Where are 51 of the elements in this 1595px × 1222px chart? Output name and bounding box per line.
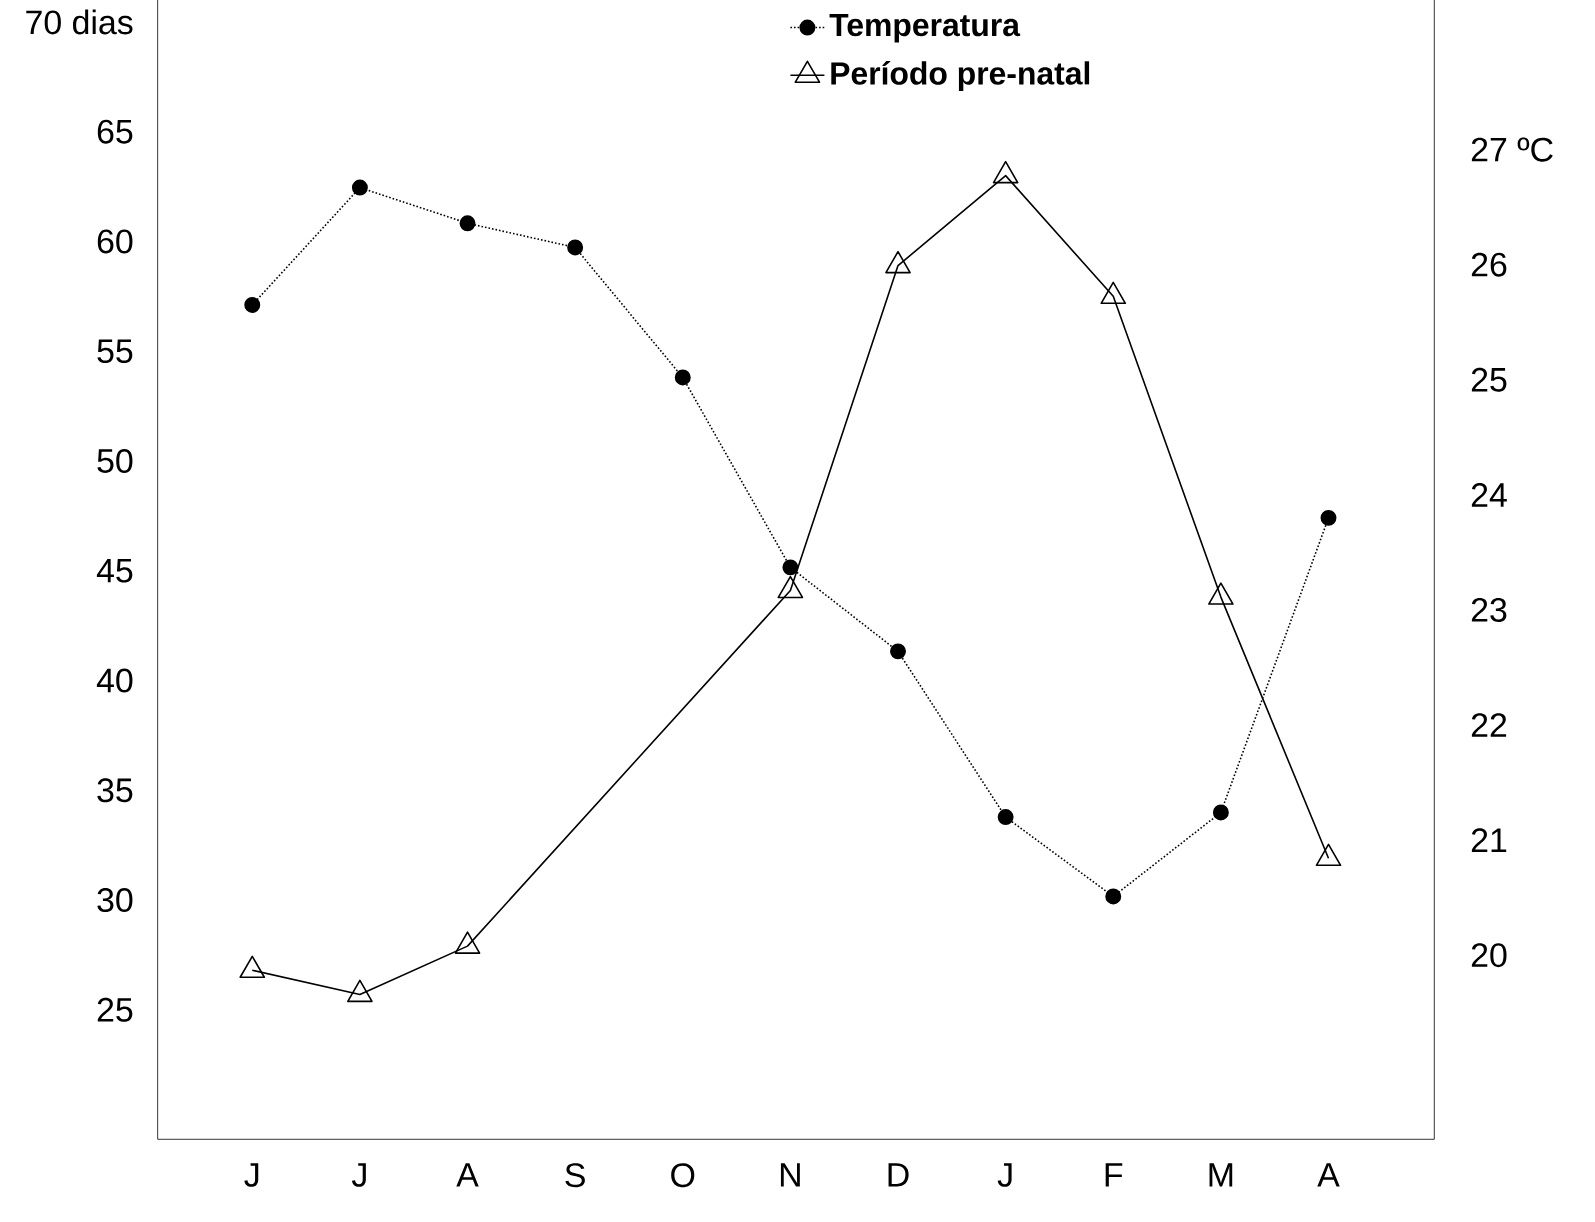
point (1105, 888, 1122, 905)
y-tick-label: 30 (97, 888, 133, 913)
point (1320, 510, 1337, 526)
point (351, 179, 368, 196)
point (1100, 281, 1127, 305)
y2-tick-label: 25 (1471, 367, 1507, 392)
y2-tick-label: 24 (1471, 483, 1507, 507)
point (1207, 582, 1234, 606)
y-tick-label: 55 (97, 339, 133, 364)
point (890, 643, 906, 660)
y2-tick-label: 20 (1471, 943, 1507, 968)
x-tick-label: J (244, 1163, 259, 1188)
legend-label: Período pre-natal (831, 61, 1090, 92)
point (1315, 843, 1342, 867)
y2-tick-label: 27 ºC (1471, 137, 1553, 162)
point (459, 215, 476, 232)
y2-tick-label: 21 (1471, 828, 1507, 853)
y-tick-label: 60 (97, 229, 133, 254)
legend-label: Temperatura (829, 14, 1021, 43)
y2-tick-label: 23 (1471, 598, 1507, 623)
x-tick-label: J (997, 1163, 1012, 1188)
y-tick-label: 70 dias (26, 9, 133, 35)
point (782, 559, 799, 576)
y-tick-label: 40 (96, 668, 133, 693)
point (239, 955, 266, 979)
y-tick-label: 35 (97, 778, 133, 803)
point (244, 297, 261, 314)
point (992, 161, 1019, 184)
point (674, 369, 691, 386)
x-tick-label: F (1105, 1163, 1123, 1187)
point (777, 575, 804, 599)
x-tick-label: M (1209, 1163, 1233, 1187)
x-tick-label: N (780, 1163, 800, 1187)
point (454, 931, 481, 955)
point (885, 251, 911, 274)
y-tick-label: 45 (96, 559, 133, 583)
x-tick-label: O (671, 1163, 695, 1188)
point (997, 809, 1014, 826)
point (347, 979, 373, 1003)
x-tick-label: D (888, 1163, 909, 1187)
point (1212, 804, 1229, 821)
y-tick-label: 50 (97, 449, 133, 474)
y2-tick-label: 22 (1471, 713, 1507, 737)
x-tick-label: J (351, 1163, 366, 1188)
y2-tick-label: 26 (1471, 252, 1507, 277)
x-tick-label: S (565, 1163, 585, 1188)
y-tick-label: 25 (97, 997, 133, 1022)
point (567, 239, 584, 256)
x-tick-label: A (1317, 1163, 1340, 1187)
x-tick-label: A (456, 1163, 479, 1187)
y-tick-label: 65 (97, 119, 133, 144)
